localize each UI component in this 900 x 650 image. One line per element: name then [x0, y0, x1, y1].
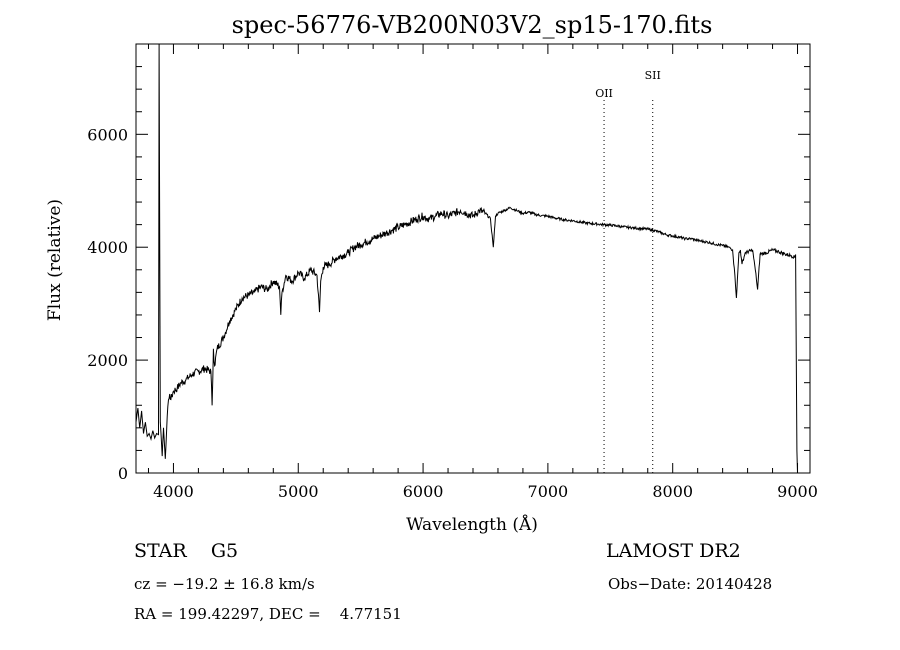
emission-line-markers: OII SII [595, 69, 661, 473]
plot-frame [135, 43, 811, 474]
y-axis-label: Flux (relative) [45, 199, 65, 321]
y-tick-label: 4000 [87, 238, 128, 257]
x-axis-label: Wavelength (Å) [406, 514, 538, 535]
obs-date-label: Obs−Date: 20140428 [608, 575, 773, 593]
spectrum-series-line [135, 43, 798, 474]
plot-axes: 4000 5000 6000 7000 8000 9000 0 2000 4000 6000 [87, 43, 818, 501]
chart-title: spec-56776-VB200N03V2_sp15-170.fits [232, 11, 713, 39]
y-tick-label: 6000 [87, 125, 128, 144]
x-tick-label: 6000 [403, 482, 444, 501]
x-tick-label: 5000 [278, 482, 319, 501]
coordinates-label: RA = 199.42297, DEC = 4.77151 [134, 605, 402, 623]
x-tick-label: 8000 [652, 482, 693, 501]
x-tick-label: 4000 [153, 482, 194, 501]
emission-line-label: OII [595, 87, 613, 100]
y-tick-label: 0 [118, 464, 128, 483]
redshift-label: cz = −19.2 ± 16.8 km/s [134, 575, 315, 593]
object-class-label: STAR G5 [134, 540, 239, 562]
x-tick-label: 9000 [777, 482, 818, 501]
x-tick-label: 7000 [528, 482, 569, 501]
y-tick-label: 2000 [87, 351, 128, 370]
survey-label: LAMOST DR2 [606, 540, 741, 562]
emission-line-label: SII [645, 69, 661, 82]
